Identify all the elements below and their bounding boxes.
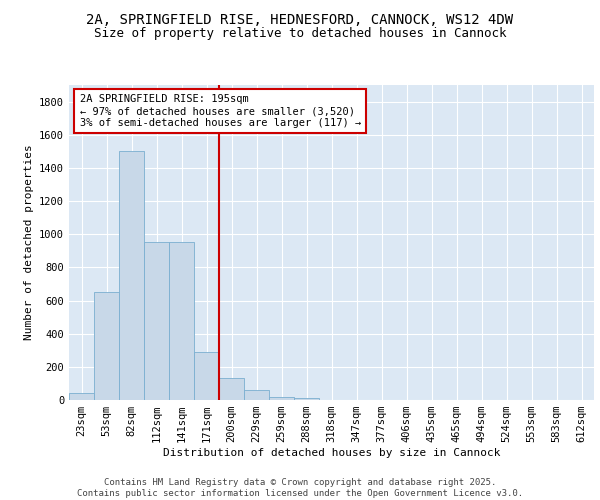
Bar: [194, 352, 219, 400]
Text: Contains HM Land Registry data © Crown copyright and database right 2025.
Contai: Contains HM Land Registry data © Crown c…: [77, 478, 523, 498]
Bar: [244, 390, 269, 400]
Bar: [144, 242, 169, 400]
X-axis label: Distribution of detached houses by size in Cannock: Distribution of detached houses by size …: [163, 448, 500, 458]
Bar: [294, 398, 319, 400]
Bar: [119, 152, 144, 400]
Text: Size of property relative to detached houses in Cannock: Size of property relative to detached ho…: [94, 28, 506, 40]
Bar: [269, 396, 294, 400]
Bar: [169, 242, 194, 400]
Bar: [219, 378, 244, 400]
Text: 2A, SPRINGFIELD RISE, HEDNESFORD, CANNOCK, WS12 4DW: 2A, SPRINGFIELD RISE, HEDNESFORD, CANNOC…: [86, 12, 514, 26]
Bar: [69, 394, 94, 400]
Bar: [94, 292, 119, 400]
Text: 2A SPRINGFIELD RISE: 195sqm
← 97% of detached houses are smaller (3,520)
3% of s: 2A SPRINGFIELD RISE: 195sqm ← 97% of det…: [79, 94, 361, 128]
Y-axis label: Number of detached properties: Number of detached properties: [23, 144, 34, 340]
